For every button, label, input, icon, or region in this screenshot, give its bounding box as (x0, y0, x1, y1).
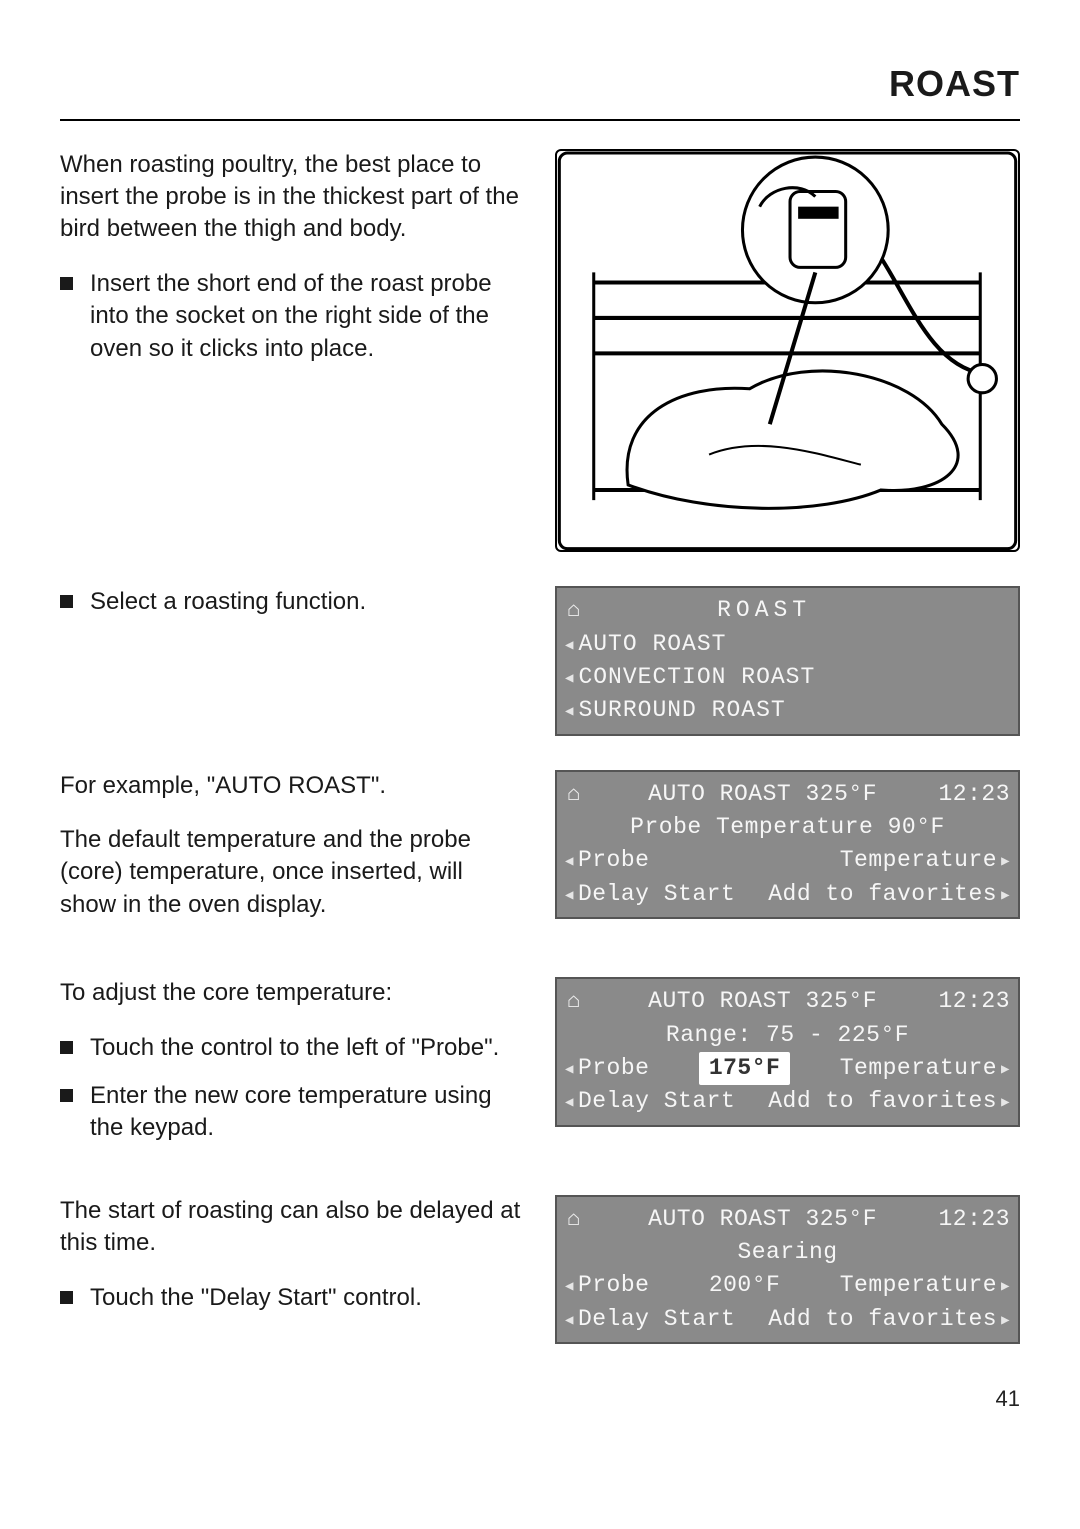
temperature-control[interactable]: Temperature (840, 1269, 1010, 1302)
display3-header: AUTO ROAST 325°F (587, 985, 939, 1018)
display4-subline: Searing (565, 1236, 1010, 1269)
display2-subline: Probe Temperature 90°F (565, 811, 1010, 844)
adjust-core-paragraph: To adjust the core temperature: (60, 977, 525, 1009)
display3-subline: Range: 75 - 225°F (565, 1019, 1010, 1052)
add-favorites-control[interactable]: Add to favorites (768, 878, 1010, 911)
delay-start-control[interactable]: Delay Start (565, 878, 735, 911)
display4-time: 12:23 (938, 1203, 1010, 1236)
display-title: ROAST (600, 594, 928, 627)
bullet-enter-temp: Enter the new core temperature using the… (60, 1080, 525, 1145)
menu-item-surround-roast[interactable]: SURROUND ROAST (565, 694, 1010, 727)
bullet-touch-probe: Touch the control to the left of "Probe"… (60, 1032, 525, 1064)
intro-paragraph: When roasting poultry, the best place to… (60, 149, 525, 246)
menu-item-auto-roast[interactable]: AUTO ROAST (565, 628, 1010, 661)
bullet-select-function: Select a roasting function. (60, 586, 525, 618)
probe-control[interactable]: Probe (565, 1052, 649, 1085)
add-favorites-control[interactable]: Add to favorites (768, 1085, 1010, 1118)
temperature-control[interactable]: Temperature (840, 844, 1010, 877)
bullet-insert-probe: Insert the short end of the roast probe … (60, 268, 525, 365)
display4-header: AUTO ROAST 325°F (587, 1203, 939, 1236)
home-icon (565, 985, 587, 1018)
probe-value: 200°F (709, 1269, 781, 1302)
menu-item-convection-roast[interactable]: CONVECTION ROAST (565, 661, 1010, 694)
probe-control[interactable]: Probe (565, 1269, 649, 1302)
home-icon (565, 778, 587, 811)
delay-start-control[interactable]: Delay Start (565, 1303, 735, 1336)
default-temp-paragraph: The default temperature and the probe (c… (60, 824, 525, 921)
probe-value-input[interactable]: 175°F (699, 1052, 791, 1085)
display2-time: 12:23 (938, 778, 1010, 811)
display3-time: 12:23 (938, 985, 1010, 1018)
delay-paragraph: The start of roasting can also be delaye… (60, 1195, 525, 1260)
add-favorites-control[interactable]: Add to favorites (768, 1303, 1010, 1336)
home-icon (565, 1203, 587, 1236)
page-title: ROAST (60, 60, 1020, 121)
oven-probe-illustration (555, 149, 1020, 553)
oven-display-range: AUTO ROAST 325°F 12:23 Range: 75 - 225°F… (555, 977, 1020, 1126)
delay-start-control[interactable]: Delay Start (565, 1085, 735, 1118)
oven-display-searing: AUTO ROAST 325°F 12:23 Searing Probe 200… (555, 1195, 1020, 1344)
example-paragraph: For example, "AUTO ROAST". (60, 770, 525, 802)
oven-display-default: AUTO ROAST 325°F 12:23 Probe Temperature… (555, 770, 1020, 919)
temperature-control[interactable]: Temperature (840, 1052, 1010, 1085)
display2-header: AUTO ROAST 325°F (587, 778, 939, 811)
oven-display-menu: ROAST AUTO ROAST CONVECTION ROAST SURROU… (555, 586, 1020, 735)
probe-control[interactable]: Probe (565, 844, 649, 877)
home-icon (565, 594, 588, 627)
page-number: 41 (60, 1384, 1020, 1414)
bullet-delay-start: Touch the "Delay Start" control. (60, 1282, 525, 1314)
